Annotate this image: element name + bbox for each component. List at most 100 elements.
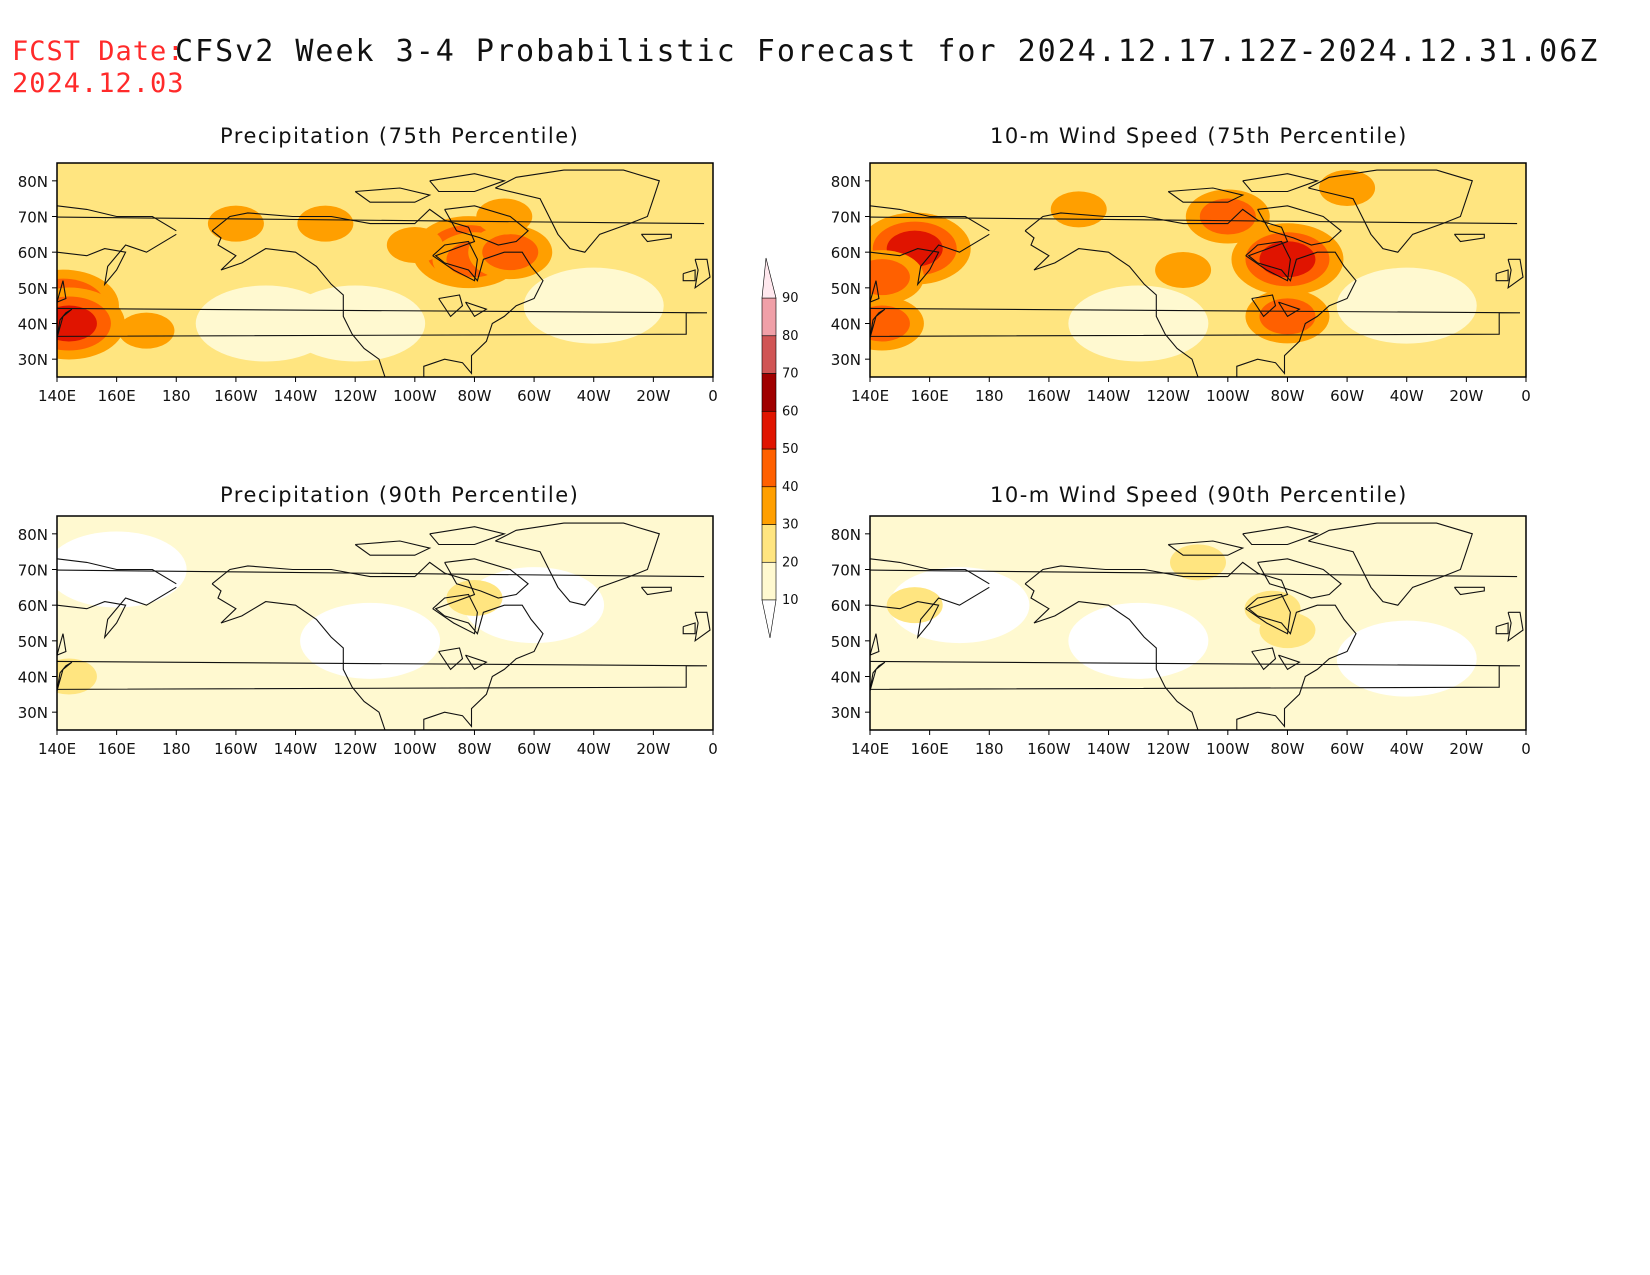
coastline (870, 586, 990, 640)
lon-tick-label: 140W (1087, 387, 1131, 405)
lat-tick-label: 50N (18, 280, 48, 298)
colorbar-label: 50 (782, 442, 799, 457)
lon-tick-label: 140E (851, 740, 889, 758)
lat-tick-label: 70N (18, 562, 48, 580)
coastline (870, 633, 880, 656)
lon-tick-label: 80W (457, 740, 491, 758)
lon-tick-label: 100W (393, 740, 437, 758)
lat-tick-label: 30N (18, 704, 48, 722)
map-frame (869, 162, 1527, 378)
coastline (1495, 269, 1509, 282)
lat-tick-label: 40N (831, 669, 861, 687)
coastline (57, 216, 705, 225)
map-frame (56, 162, 714, 378)
lat-tick-label: 60N (18, 244, 48, 262)
lon-tick-label: 40W (577, 740, 611, 758)
coastline (1507, 611, 1524, 643)
coastline (1453, 586, 1485, 596)
coastline (640, 586, 672, 596)
light-region (300, 602, 441, 679)
lon-tick-label: 120W (1146, 740, 1190, 758)
colorbar-segment (761, 335, 777, 374)
colorbar-top-arrow (761, 257, 777, 299)
lon-tick-label: 80W (1270, 740, 1304, 758)
lon-tick-label: 80W (457, 387, 491, 405)
coastline (870, 569, 1518, 578)
lat-tick-label: 50N (18, 633, 48, 651)
lat-tick-label: 80N (18, 526, 48, 544)
coastline (1251, 294, 1277, 318)
coastline (682, 622, 696, 635)
map-frame (56, 515, 714, 731)
colorbar-label: 20 (782, 555, 799, 570)
page-title: CFSv2 Week 3-4 Probabilistic Forecast fo… (175, 34, 1600, 69)
coastline (57, 661, 73, 691)
lon-tick-label: 20W (636, 740, 670, 758)
lat-tick-label: 30N (18, 351, 48, 369)
coastline (1278, 654, 1301, 671)
lat-tick-label: 30N (831, 351, 861, 369)
colorbar-segment (761, 448, 777, 488)
probability-contour (118, 312, 175, 349)
panel-title-wind-90: 10-m Wind Speed (90th Percentile) (990, 483, 1408, 507)
map-panel-precip-75: 140E 160E 180 160W 140W 120W 100W 80W 60W 40W 20W 0… (18, 162, 718, 405)
lon-tick-label: 160E (911, 740, 949, 758)
probability-contour (57, 658, 97, 695)
map-panel-wind-90: 140E 160E 180 160W 140W 120W 100W 80W 60W 40W 20W 0… (831, 515, 1531, 758)
lon-tick-label: 60W (1330, 387, 1364, 405)
lat-tick-label: 80N (18, 173, 48, 191)
lon-tick-label: 180 (162, 740, 191, 758)
lon-tick-label: 140E (38, 740, 76, 758)
lat-tick-label: 60N (18, 597, 48, 615)
probability-contour (386, 227, 443, 264)
coastline (1245, 240, 1291, 282)
light-region (464, 567, 605, 644)
lon-tick-label: 60W (517, 387, 551, 405)
lon-tick-label: 0 (1521, 740, 1531, 758)
probability-contour (476, 198, 533, 235)
probability-contour (1199, 198, 1256, 235)
coastline (438, 647, 464, 671)
lon-tick-label: 140E (38, 387, 76, 405)
coastline (1495, 622, 1509, 635)
lon-tick-label: 180 (975, 387, 1004, 405)
coastline (429, 526, 507, 546)
coastline (354, 540, 432, 556)
light-region (1068, 285, 1209, 362)
coastline (465, 654, 488, 671)
coastline (211, 208, 544, 377)
lon-tick-label: 100W (393, 387, 437, 405)
coastline (57, 558, 177, 585)
lat-tick-label: 70N (18, 209, 48, 227)
lat-tick-label: 80N (831, 526, 861, 544)
lon-tick-label: 140W (1087, 740, 1131, 758)
map-frame (869, 515, 1527, 731)
coastline (1024, 561, 1357, 730)
lat-tick-label: 40N (18, 316, 48, 334)
lon-tick-label: 120W (333, 740, 377, 758)
coastline (870, 558, 990, 585)
lon-tick-label: 0 (708, 387, 718, 405)
coastline (57, 569, 705, 578)
lon-tick-label: 60W (517, 740, 551, 758)
colorbar-segment (761, 297, 777, 337)
coastline (1024, 208, 1357, 377)
lon-tick-label: 120W (333, 387, 377, 405)
coastline (57, 280, 67, 303)
coastline (444, 558, 529, 599)
probability-contour (207, 205, 264, 242)
coastline (1242, 173, 1320, 193)
coastline (870, 205, 990, 232)
lon-tick-label: 160E (98, 740, 136, 758)
lon-tick-label: 180 (975, 740, 1004, 758)
colorbar-segment (761, 561, 777, 601)
lon-tick-label: 20W (1449, 740, 1483, 758)
coastline (1453, 233, 1485, 243)
coastline (211, 561, 544, 730)
coastline (1167, 187, 1245, 203)
lat-tick-label: 40N (831, 316, 861, 334)
light-region (523, 267, 664, 344)
coastline (57, 586, 177, 640)
colorbar-label: 30 (782, 518, 799, 533)
